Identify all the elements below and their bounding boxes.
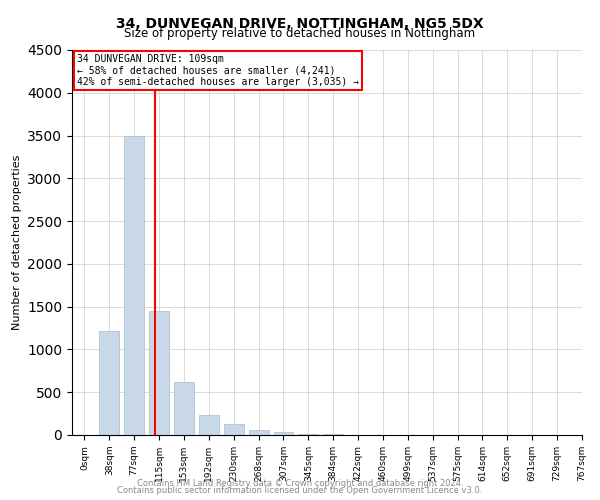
Text: 34, DUNVEGAN DRIVE, NOTTINGHAM, NG5 5DX: 34, DUNVEGAN DRIVE, NOTTINGHAM, NG5 5DX bbox=[116, 18, 484, 32]
Bar bbox=[274, 432, 293, 435]
Bar bbox=[124, 136, 144, 435]
Bar bbox=[248, 430, 269, 435]
Text: 34 DUNVEGAN DRIVE: 109sqm
← 58% of detached houses are smaller (4,241)
42% of se: 34 DUNVEGAN DRIVE: 109sqm ← 58% of detac… bbox=[77, 54, 359, 87]
Text: Size of property relative to detached houses in Nottingham: Size of property relative to detached ho… bbox=[124, 28, 476, 40]
Bar bbox=[100, 330, 119, 435]
Bar bbox=[323, 434, 343, 435]
Bar bbox=[149, 311, 169, 435]
Bar bbox=[224, 424, 244, 435]
Text: Contains HM Land Registry data © Crown copyright and database right 2024.: Contains HM Land Registry data © Crown c… bbox=[137, 478, 463, 488]
Bar bbox=[199, 416, 219, 435]
Bar bbox=[174, 382, 194, 435]
Y-axis label: Number of detached properties: Number of detached properties bbox=[11, 155, 22, 330]
Bar bbox=[298, 434, 318, 435]
Text: Contains public sector information licensed under the Open Government Licence v3: Contains public sector information licen… bbox=[118, 486, 482, 495]
